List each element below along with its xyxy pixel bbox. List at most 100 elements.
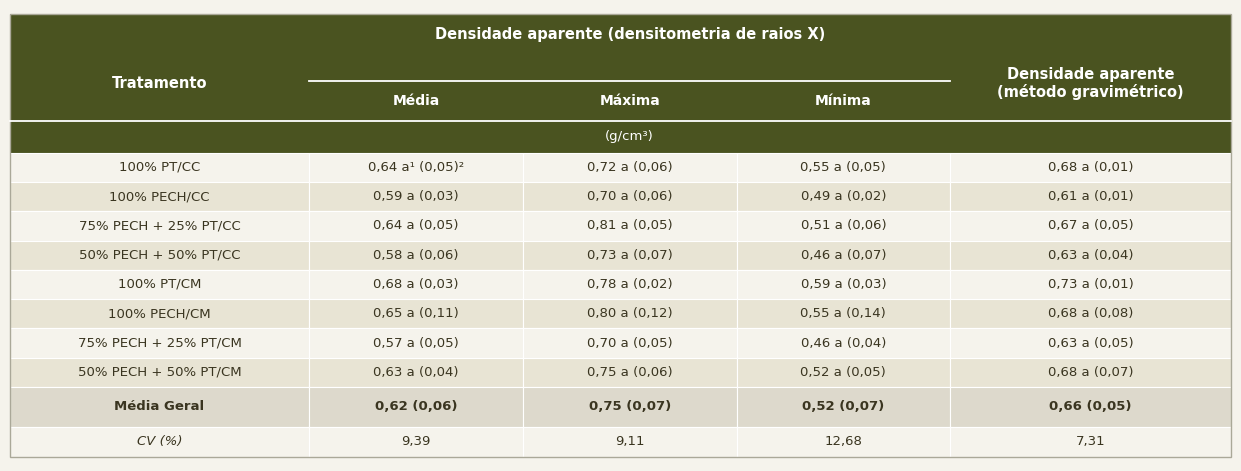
Text: 100% PT/CC: 100% PT/CC <box>119 161 200 174</box>
Bar <box>522 153 736 182</box>
Bar <box>736 153 951 182</box>
Bar <box>309 328 522 357</box>
Bar <box>522 328 736 357</box>
Text: 50% PECH + 50% PT/CC: 50% PECH + 50% PT/CC <box>78 249 241 262</box>
Text: 0,64 a¹ (0,05)²: 0,64 a¹ (0,05)² <box>367 161 464 174</box>
Text: 0,65 a (0,11): 0,65 a (0,11) <box>374 307 459 320</box>
Text: 0,52 a (0,05): 0,52 a (0,05) <box>800 366 886 379</box>
Bar <box>736 328 951 357</box>
Text: Densidade aparente (densitometria de raios X): Densidade aparente (densitometria de rai… <box>434 27 825 42</box>
Text: 9,39: 9,39 <box>401 435 431 448</box>
Bar <box>522 299 736 328</box>
Text: 0,46 a (0,04): 0,46 a (0,04) <box>800 336 886 349</box>
Text: 0,68 a (0,01): 0,68 a (0,01) <box>1047 161 1133 174</box>
Bar <box>10 153 309 182</box>
Text: 75% PECH + 25% PT/CC: 75% PECH + 25% PT/CC <box>78 219 241 232</box>
Bar <box>736 387 951 427</box>
Text: 0,70 a (0,05): 0,70 a (0,05) <box>587 336 673 349</box>
Bar <box>951 241 1231 270</box>
Text: (g/cm³): (g/cm³) <box>606 130 654 143</box>
Bar <box>10 182 309 211</box>
Bar <box>951 299 1231 328</box>
Bar <box>951 328 1231 357</box>
Text: 0,58 a (0,06): 0,58 a (0,06) <box>374 249 459 262</box>
Bar <box>736 211 951 241</box>
Bar <box>10 211 309 241</box>
Bar <box>951 357 1231 387</box>
Bar <box>951 211 1231 241</box>
Text: 7,31: 7,31 <box>1076 435 1106 448</box>
Text: 100% PECH/CM: 100% PECH/CM <box>108 307 211 320</box>
Text: 0,68 a (0,03): 0,68 a (0,03) <box>374 278 459 291</box>
Bar <box>10 299 309 328</box>
Bar <box>736 241 951 270</box>
Text: 0,78 a (0,02): 0,78 a (0,02) <box>587 278 673 291</box>
Bar <box>10 270 309 299</box>
Text: 0,52 (0,07): 0,52 (0,07) <box>802 400 885 414</box>
Text: 0,68 a (0,07): 0,68 a (0,07) <box>1047 366 1133 379</box>
Text: 0,63 a (0,04): 0,63 a (0,04) <box>374 366 459 379</box>
Bar <box>10 14 1231 83</box>
Bar <box>309 270 522 299</box>
Bar <box>951 182 1231 211</box>
Text: 75% PECH + 25% PT/CM: 75% PECH + 25% PT/CM <box>78 336 242 349</box>
Text: 100% PECH/CC: 100% PECH/CC <box>109 190 210 203</box>
Bar <box>736 357 951 387</box>
Text: 0,67 a (0,05): 0,67 a (0,05) <box>1047 219 1133 232</box>
Bar <box>951 387 1231 427</box>
Text: 0,66 (0,05): 0,66 (0,05) <box>1050 400 1132 414</box>
Text: 0,59 a (0,03): 0,59 a (0,03) <box>374 190 459 203</box>
Bar <box>10 328 309 357</box>
Text: 0,68 a (0,08): 0,68 a (0,08) <box>1047 307 1133 320</box>
Bar <box>309 299 522 328</box>
Text: Tratamento: Tratamento <box>112 76 207 91</box>
Bar <box>309 427 522 457</box>
Text: 9,11: 9,11 <box>614 435 644 448</box>
Bar <box>736 182 951 211</box>
Text: 0,57 a (0,05): 0,57 a (0,05) <box>374 336 459 349</box>
Bar <box>736 299 951 328</box>
Text: 0,72 a (0,06): 0,72 a (0,06) <box>587 161 673 174</box>
Text: 0,55 a (0,05): 0,55 a (0,05) <box>800 161 886 174</box>
Bar <box>309 211 522 241</box>
Text: 0,75 a (0,06): 0,75 a (0,06) <box>587 366 673 379</box>
Text: 0,61 a (0,01): 0,61 a (0,01) <box>1047 190 1133 203</box>
Text: 0,55 a (0,14): 0,55 a (0,14) <box>800 307 886 320</box>
Bar <box>309 153 522 182</box>
Bar <box>10 357 309 387</box>
Bar <box>951 270 1231 299</box>
Bar <box>951 153 1231 182</box>
Text: CV (%): CV (%) <box>137 435 182 448</box>
Bar <box>522 357 736 387</box>
Bar <box>522 427 736 457</box>
Bar <box>10 122 1231 153</box>
Bar <box>951 427 1231 457</box>
Text: 0,73 a (0,07): 0,73 a (0,07) <box>587 249 673 262</box>
Text: 12,68: 12,68 <box>824 435 862 448</box>
Text: 0,51 a (0,06): 0,51 a (0,06) <box>800 219 886 232</box>
Text: 0,63 a (0,04): 0,63 a (0,04) <box>1047 249 1133 262</box>
Bar <box>736 270 951 299</box>
Text: Máxima: Máxima <box>599 94 660 108</box>
Text: Média: Média <box>392 94 439 108</box>
Bar <box>309 241 522 270</box>
Bar <box>736 427 951 457</box>
Text: 0,62 (0,06): 0,62 (0,06) <box>375 400 457 414</box>
Text: 0,46 a (0,07): 0,46 a (0,07) <box>800 249 886 262</box>
Text: 0,80 a (0,12): 0,80 a (0,12) <box>587 307 673 320</box>
Bar <box>522 182 736 211</box>
Text: 0,75 (0,07): 0,75 (0,07) <box>588 400 671 414</box>
Text: 0,63 a (0,05): 0,63 a (0,05) <box>1047 336 1133 349</box>
Text: 0,49 a (0,02): 0,49 a (0,02) <box>800 190 886 203</box>
Bar <box>10 241 309 270</box>
Text: Média Geral: Média Geral <box>114 400 205 414</box>
Bar <box>10 427 309 457</box>
Text: Mínima: Mínima <box>815 94 871 108</box>
Text: 50% PECH + 50% PT/CM: 50% PECH + 50% PT/CM <box>78 366 241 379</box>
Bar <box>309 357 522 387</box>
Bar <box>10 83 1231 122</box>
Bar <box>522 387 736 427</box>
Text: Densidade aparente
(método gravimétrico): Densidade aparente (método gravimétrico) <box>998 66 1184 100</box>
Bar <box>10 387 309 427</box>
Text: 0,70 a (0,06): 0,70 a (0,06) <box>587 190 673 203</box>
